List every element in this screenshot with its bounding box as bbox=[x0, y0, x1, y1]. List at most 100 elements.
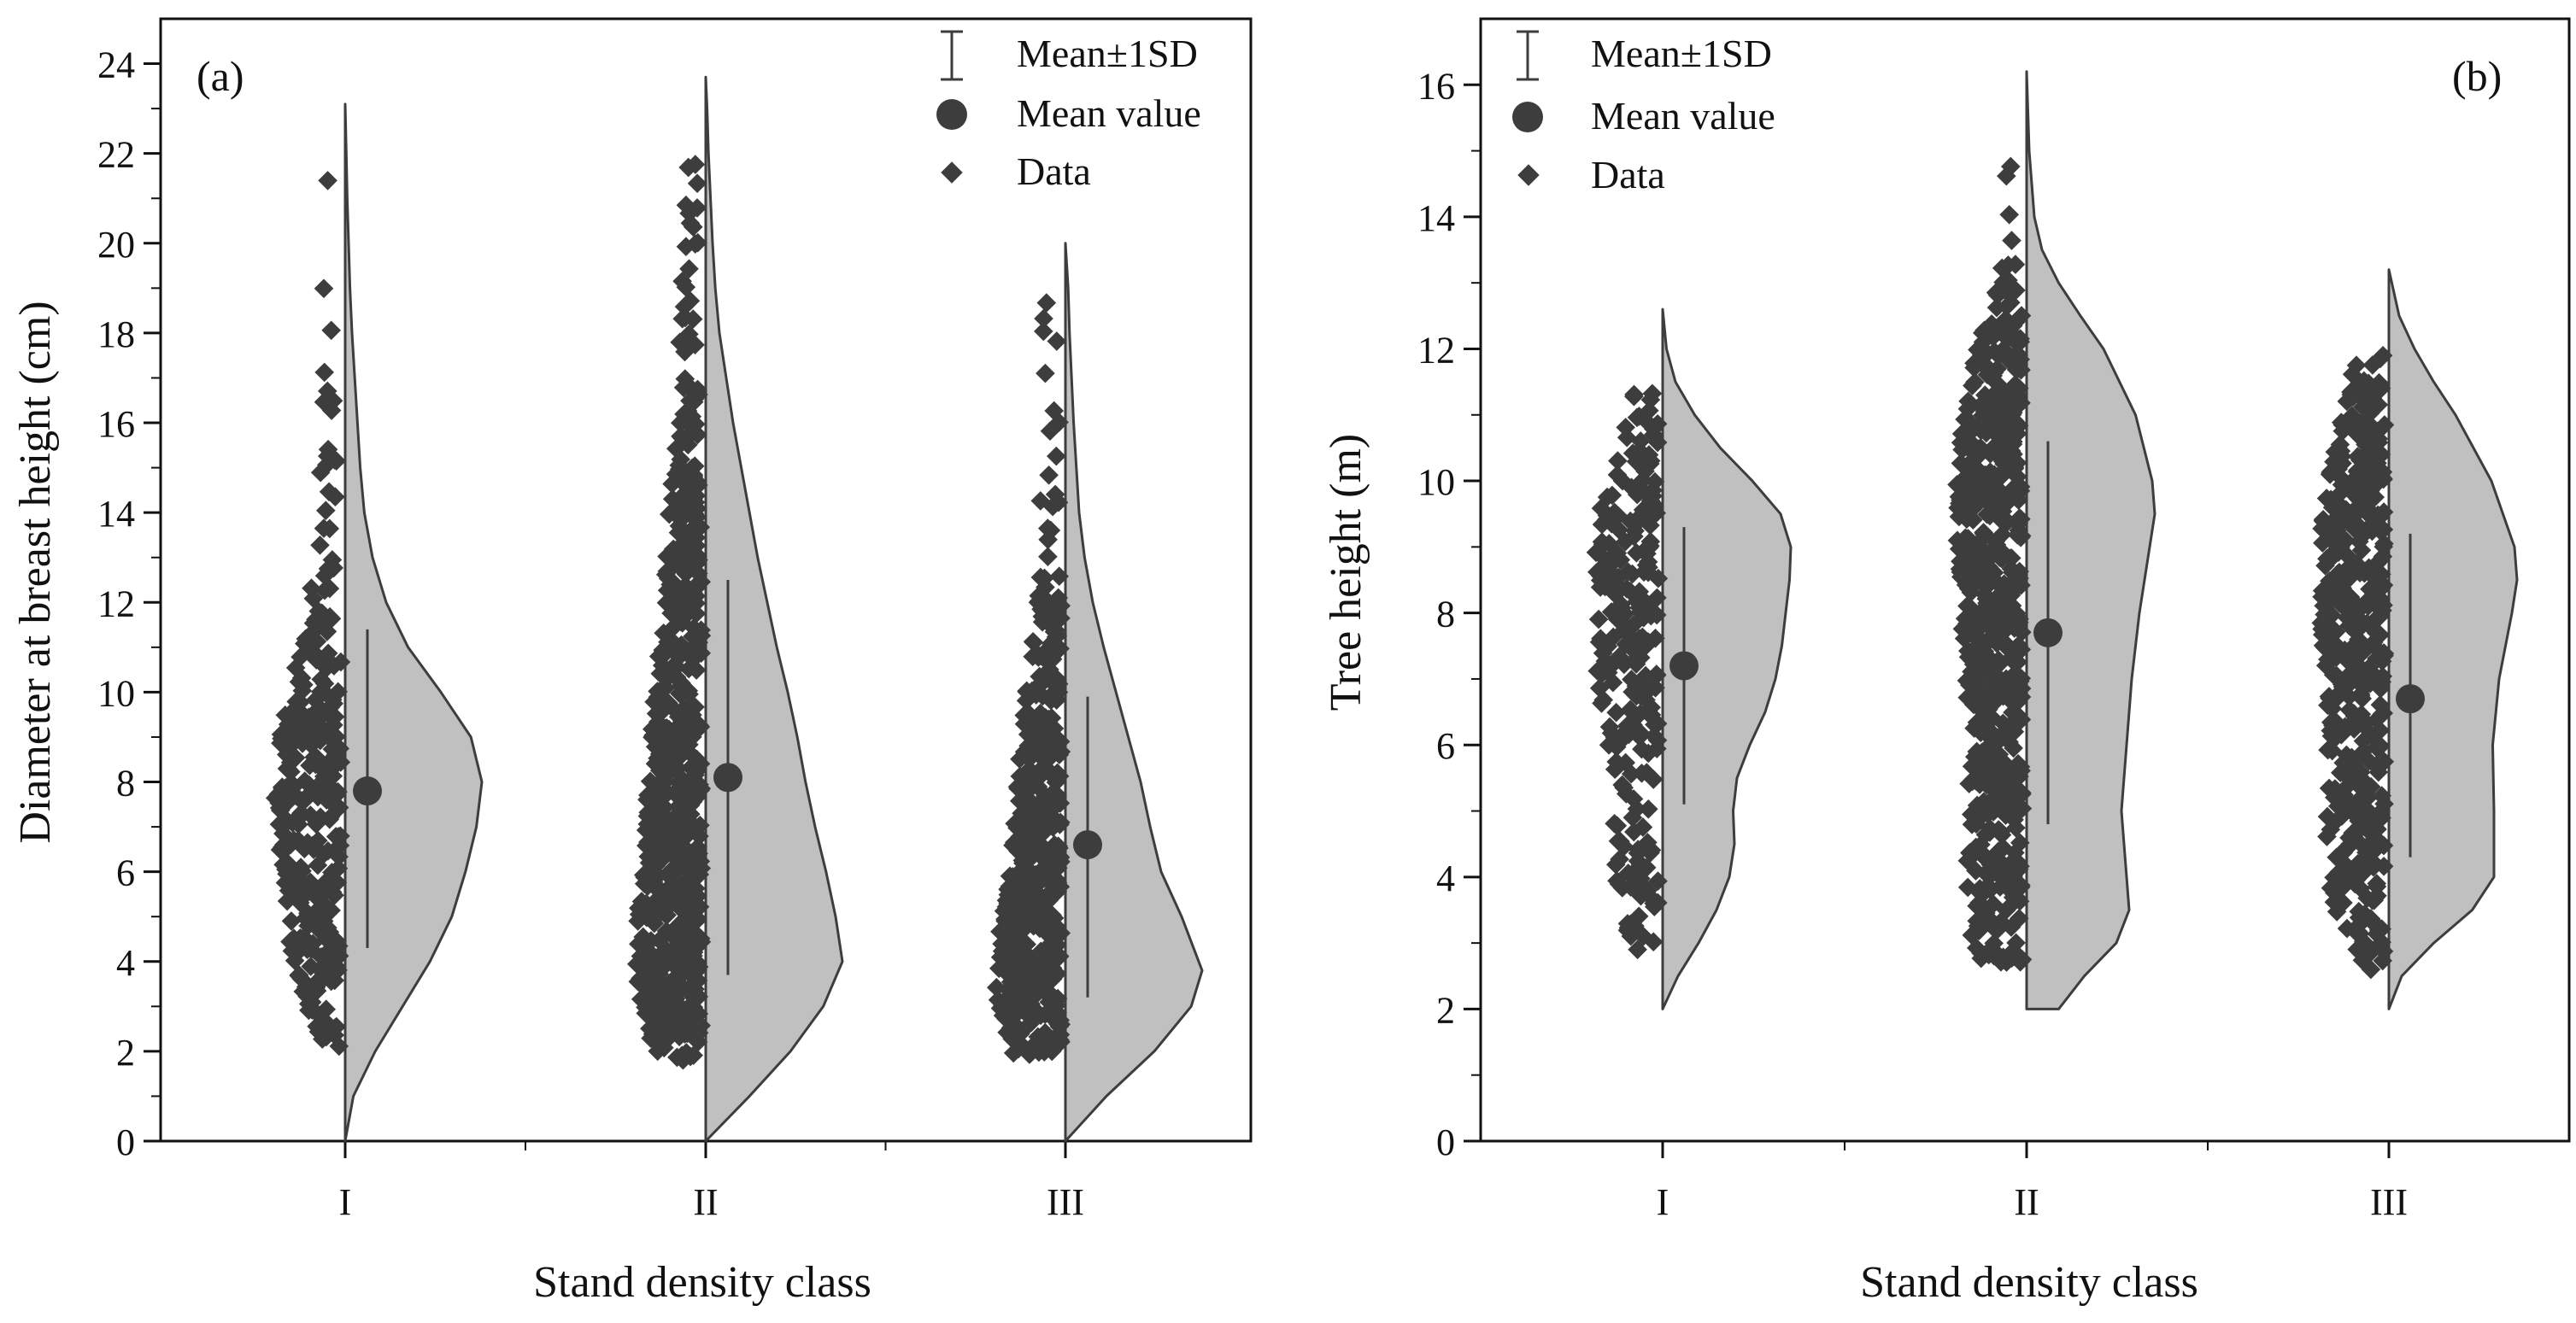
data-point bbox=[281, 911, 302, 931]
data-point bbox=[679, 259, 699, 279]
data-point bbox=[1953, 493, 1974, 513]
y-tick-label: 6 bbox=[1436, 725, 1455, 767]
mean-marker bbox=[2396, 684, 2425, 714]
data-point bbox=[310, 730, 331, 751]
data-point bbox=[1587, 661, 1608, 681]
data-point bbox=[660, 746, 680, 765]
data-point bbox=[310, 972, 330, 992]
data-point bbox=[1993, 854, 2014, 875]
data-point bbox=[311, 892, 332, 911]
panel-b-legend: Mean±1SD Mean value Data bbox=[1512, 30, 1775, 196]
plot-frame bbox=[1479, 17, 2571, 1143]
data-point bbox=[1949, 539, 1969, 559]
data-point bbox=[1998, 493, 2017, 512]
data-point bbox=[1606, 737, 1627, 757]
data-point bbox=[2349, 811, 2369, 831]
data-point bbox=[321, 320, 342, 341]
data-point bbox=[2011, 622, 2032, 642]
data-point bbox=[2367, 839, 2387, 858]
data-point bbox=[1622, 682, 1642, 702]
data-point bbox=[686, 846, 706, 866]
data-point bbox=[306, 747, 326, 767]
data-point bbox=[274, 834, 294, 855]
data-point bbox=[626, 954, 647, 975]
data-point bbox=[1025, 882, 1046, 903]
data-point bbox=[285, 658, 306, 678]
y-tick-label: 14 bbox=[97, 493, 135, 535]
data-point bbox=[1639, 445, 1659, 465]
data-point bbox=[1605, 854, 1626, 875]
data-point bbox=[648, 712, 668, 732]
data-point bbox=[1048, 926, 1068, 946]
violin-shape bbox=[704, 75, 844, 1143]
data-point bbox=[1636, 763, 1657, 782]
data-point bbox=[303, 840, 324, 859]
data-point bbox=[1036, 363, 1055, 383]
data-point bbox=[1973, 405, 1992, 425]
data-point bbox=[1621, 914, 1641, 934]
data-point bbox=[320, 760, 341, 781]
data-point bbox=[645, 877, 665, 897]
data-point bbox=[329, 1036, 349, 1057]
data-point bbox=[1606, 752, 1627, 772]
y-tick-label: 16 bbox=[97, 403, 135, 445]
data-point bbox=[295, 771, 315, 791]
data-point bbox=[1000, 878, 1021, 899]
data-point bbox=[2372, 786, 2392, 805]
data-point bbox=[1629, 727, 1650, 747]
data-point bbox=[1986, 297, 2007, 318]
data-point bbox=[1643, 932, 1664, 952]
data-point bbox=[2368, 429, 2389, 449]
data-point bbox=[2337, 789, 2356, 810]
data-point bbox=[2357, 393, 2377, 413]
data-point bbox=[1628, 843, 1648, 863]
data-point bbox=[276, 727, 296, 747]
legend-data-label: Data bbox=[1017, 149, 1091, 193]
data-point bbox=[685, 979, 705, 999]
data-point bbox=[658, 568, 678, 588]
data-point bbox=[2320, 529, 2340, 549]
data-point bbox=[2011, 782, 2032, 803]
data-point bbox=[1640, 843, 1660, 863]
legend-sd-label: Mean±1SD bbox=[1591, 32, 1772, 75]
data-point bbox=[314, 674, 335, 694]
data-points bbox=[626, 155, 712, 1070]
legend-sd-icon bbox=[1517, 30, 1539, 81]
data-point bbox=[296, 629, 316, 649]
data-point bbox=[1980, 441, 2000, 461]
legend-data-marker bbox=[1517, 164, 1540, 186]
data-point bbox=[1998, 399, 2018, 419]
data-point bbox=[2010, 481, 2031, 501]
data-point bbox=[1603, 546, 1622, 566]
data-point bbox=[669, 715, 689, 735]
data-point bbox=[2330, 435, 2350, 454]
data-point bbox=[683, 626, 702, 647]
data-point bbox=[2359, 751, 2379, 771]
violin-shape bbox=[1064, 242, 1204, 1143]
data-point bbox=[2008, 344, 2028, 365]
data-point bbox=[2372, 919, 2392, 940]
data-point bbox=[279, 881, 299, 901]
data-point bbox=[1019, 983, 1040, 1004]
data-point bbox=[320, 578, 340, 599]
data-point bbox=[683, 792, 703, 811]
data-point bbox=[1609, 874, 1629, 894]
data-point bbox=[1007, 930, 1028, 951]
data-point bbox=[289, 672, 309, 692]
data-point bbox=[1642, 383, 1663, 404]
data-point bbox=[659, 1006, 679, 1026]
data-point bbox=[298, 916, 318, 936]
data-point bbox=[1047, 625, 1068, 646]
data-point bbox=[1620, 581, 1640, 601]
data-point bbox=[1588, 609, 1609, 629]
y-tick-label: 20 bbox=[97, 224, 135, 266]
data-point bbox=[1048, 492, 1069, 512]
data-point bbox=[1628, 940, 1647, 960]
data-point bbox=[1992, 524, 2012, 545]
data-point bbox=[1636, 668, 1656, 688]
data-point bbox=[2005, 664, 2025, 683]
data-point bbox=[2338, 602, 2359, 622]
violin-shape bbox=[1661, 307, 1793, 1010]
